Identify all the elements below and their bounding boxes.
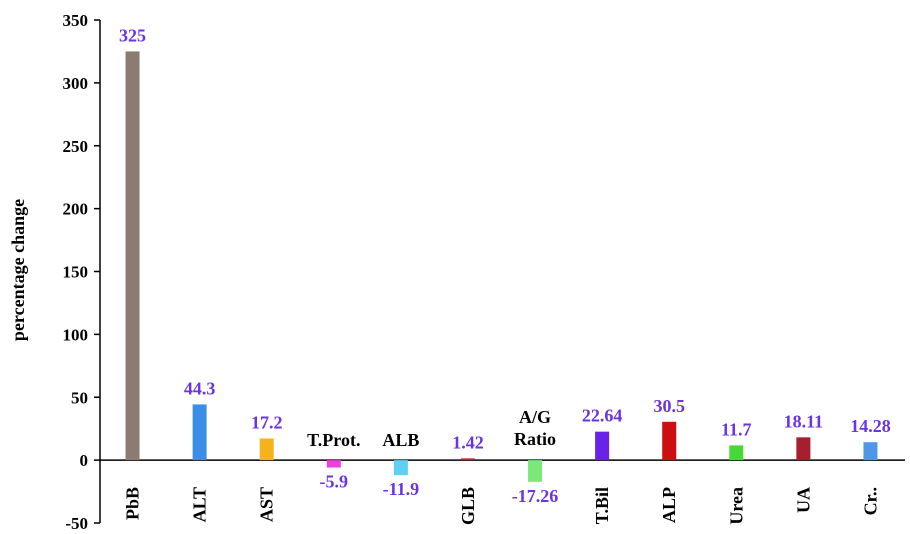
inline-category-label: A/G Ratio — [514, 407, 556, 449]
category-label: PbB — [123, 487, 143, 520]
data-label: 18.11 — [784, 411, 824, 431]
bar — [259, 438, 274, 461]
bar — [393, 460, 408, 476]
y-axis-label: percentage change — [8, 199, 28, 341]
data-label: 22.64 — [582, 406, 623, 426]
y-tick-label: 200 — [63, 200, 89, 219]
category-label: T.Bil — [592, 487, 612, 524]
data-label: -5.9 — [320, 472, 349, 492]
y-tick-label: 300 — [63, 74, 89, 93]
inline-label-line: A/G — [519, 407, 551, 427]
data-label: 11.7 — [721, 419, 752, 439]
bar — [125, 51, 140, 461]
y-tick-label: 50 — [71, 388, 88, 407]
bar — [192, 404, 207, 461]
y-tick-label: 0 — [80, 451, 89, 470]
category-label: UA — [793, 487, 813, 513]
category-label: AST — [257, 487, 277, 522]
data-label: 17.2 — [251, 412, 283, 432]
y-tick-label: 100 — [63, 325, 89, 344]
category-label: Urea — [726, 487, 746, 525]
data-label: -11.9 — [383, 479, 420, 499]
axes — [99, 20, 905, 523]
inline-category-label: T.Prot. — [307, 430, 360, 450]
bars — [125, 51, 878, 482]
data-label: -17.26 — [512, 486, 559, 506]
bar — [729, 445, 744, 461]
category-label: ALP — [659, 487, 679, 523]
y-tick-label: 350 — [63, 11, 89, 30]
inline-category-label: ALB — [382, 430, 419, 450]
data-labels: 325 44.3 17.2 -5.9 -11.9 1.42 -17.26 22.64 30.5 1… — [119, 25, 891, 505]
y-axis-ticks: -50 0 50 100 150 200 250 300 350 — [63, 11, 100, 533]
inline-label-line: Ratio — [514, 429, 556, 449]
data-label: 44.3 — [184, 378, 216, 398]
y-tick-label: -50 — [65, 514, 88, 533]
y-tick-label: 250 — [63, 137, 89, 156]
category-label: ALT — [190, 487, 210, 522]
bar — [528, 460, 543, 482]
category-labels: PbB ALT AST T.Prot. ALB GLB A/G Ratio T.Bil ALP Ur… — [123, 407, 881, 525]
bar — [460, 458, 475, 461]
bar — [326, 460, 341, 468]
data-label: 30.5 — [653, 396, 685, 416]
category-label: GLB — [458, 487, 478, 525]
category-label: Cr.. — [860, 487, 880, 515]
bar — [796, 437, 811, 461]
bar — [863, 442, 878, 461]
y-tick-label: 150 — [63, 263, 89, 282]
data-label: 325 — [119, 25, 146, 45]
bar — [662, 421, 677, 461]
bar — [595, 431, 610, 461]
data-label: 14.28 — [850, 416, 891, 436]
data-label: 1.42 — [452, 432, 484, 452]
